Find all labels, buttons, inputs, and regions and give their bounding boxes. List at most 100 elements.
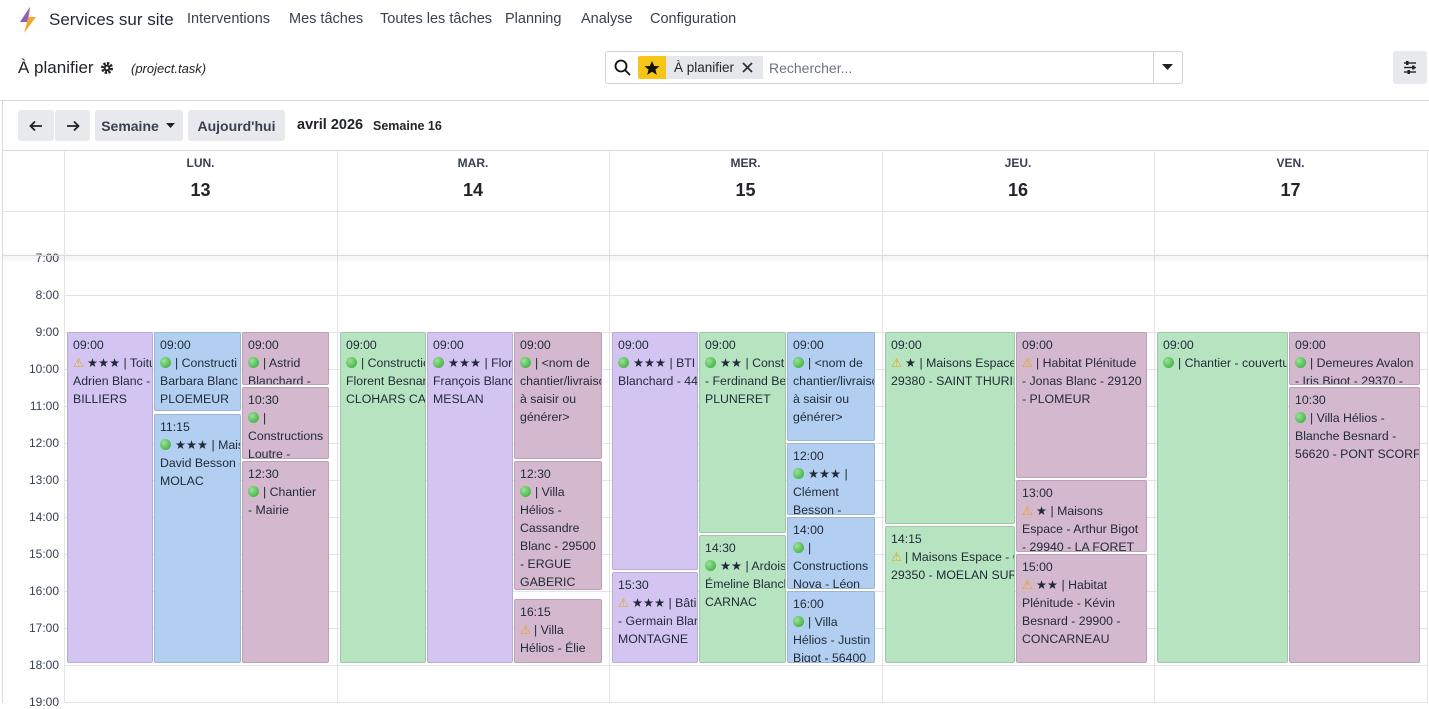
event-icon: ●	[1295, 412, 1306, 423]
event-text: ★ | Maisons Espace	[905, 356, 1014, 370]
settings-button[interactable]	[1393, 51, 1427, 84]
event[interactable]: 09:00 ● | <nom de chantier/livraiso à saisir…	[514, 332, 602, 459]
event-line: ⚠ ★ | Maisons	[1022, 502, 1146, 520]
gutter-line	[64, 150, 65, 703]
event[interactable]: 09:00 ● | Astrid Blanchard -	[242, 332, 329, 385]
event-text: à saisir ou	[520, 392, 577, 406]
event[interactable]: 09:00 ● | Constructio Florent Besnard CLOHAR…	[340, 332, 426, 663]
prev-button[interactable]	[18, 110, 54, 141]
event-time: 16:15	[520, 605, 551, 619]
hour-label: 7:00	[35, 251, 59, 265]
event-icon: ●	[160, 357, 171, 368]
event[interactable]: 12:30 ● | Villa Hélios - Cassandre Blanc - 29…	[514, 461, 602, 590]
hour-label: 8:00	[35, 288, 59, 302]
period-label: avril 2026	[297, 117, 364, 133]
event-text: ★★★ | Toitu	[87, 356, 152, 370]
app-name[interactable]: Services sur site	[49, 10, 174, 29]
event-icon: ●	[793, 542, 804, 553]
menu-item[interactable]: Toutes les tâches	[380, 11, 493, 27]
event[interactable]: 10:30 ● | Villa Hélios - Blanche Besnard - 5…	[1289, 387, 1420, 663]
next-button[interactable]	[55, 110, 90, 141]
event[interactable]: 12:30 ● | Chantier - Mairie	[242, 461, 329, 663]
event-text: | Chantier - couvertu	[1178, 356, 1287, 370]
event[interactable]: 09:00 ● ★★ | Const - Ferdinand Bes PLUNERET	[699, 332, 786, 533]
event-line: Blanchard - 448	[618, 372, 697, 390]
event-text: |	[263, 411, 267, 425]
event-line: ● ★★★ |	[793, 465, 874, 483]
app-logo[interactable]	[16, 6, 40, 34]
event-line: ● | <nom de	[793, 354, 874, 372]
event-time: 09:00	[1022, 338, 1053, 352]
event[interactable]: 09:00 ● ★★★ | Flori François Blanc - MESLAN	[427, 332, 513, 663]
event[interactable]: 09:00 ● | <nom de chantier/livraiso à saisir…	[787, 332, 875, 441]
event[interactable]: 15:00 ⚠ ★★ | Habitat Plénitude - Kévin Besna…	[1016, 554, 1147, 663]
day-name: LUN.	[186, 156, 215, 170]
day-date: 16	[1007, 180, 1029, 200]
event[interactable]: 14:30 ● ★★ | Ardois Émeline Blancha CARNAC	[699, 535, 786, 663]
event[interactable]: 09:00 ● | Chantier - couvertu	[1157, 332, 1288, 663]
event[interactable]: 14:15 ⚠ | Maisons Espace - G 29350 - MOELAN…	[885, 526, 1015, 663]
event[interactable]: 11:15 ● ★★★ | Mais David Besson - MOLAC	[154, 414, 241, 663]
event-line: Hélios - Élie	[520, 639, 601, 657]
day-date: 15	[735, 180, 756, 200]
event[interactable]: 09:00 ● ★★★ | BTI B Blanchard - 448	[612, 332, 698, 570]
event[interactable]: 09:00 ⚠ | Habitat Plénitude - Jonas Blanc -…	[1016, 332, 1147, 478]
event[interactable]: 12:00 ● ★★★ | Clément Besson -	[787, 443, 875, 515]
menu-item[interactable]: Analyse	[581, 11, 633, 27]
event-time: 14:30	[705, 541, 736, 555]
today-button[interactable]: Aujourd'hui	[188, 110, 285, 141]
event-text: générer>	[793, 410, 843, 424]
search-box[interactable]	[605, 51, 1183, 84]
menu-item[interactable]: Interventions	[187, 11, 271, 27]
event-text: ★★★ | Bâtir	[632, 596, 697, 610]
facet-remove[interactable]	[742, 62, 753, 73]
event-line: ● | Constructi	[160, 354, 240, 372]
event-line: PLUNERET	[705, 390, 785, 408]
event-text: | Villa Hélios -	[1310, 411, 1385, 425]
event[interactable]: 09:00 ⚠ ★ | Maisons Espace 29380 - SAINT TH…	[885, 332, 1015, 524]
event-text: ★★ | Habitat	[1036, 578, 1108, 592]
event[interactable]: 09:00 ● | Demeures Avalon - Iris Bigot - 29…	[1289, 332, 1420, 385]
event-line: à saisir ou	[520, 390, 601, 408]
event-line: - Iris Bigot - 29370 -	[1295, 372, 1419, 384]
hour-label: 9:00	[35, 325, 59, 339]
event-icon: ●	[793, 616, 804, 627]
allday-shadow	[2, 255, 1429, 256]
frame-line	[2, 100, 3, 703]
event-time: 09:00	[73, 338, 104, 352]
scale-button[interactable]: Semaine	[95, 110, 183, 141]
search-toggle[interactable]	[1162, 64, 1173, 71]
event-time: 15:00	[1022, 560, 1053, 574]
menu-item[interactable]: Planning	[505, 11, 562, 27]
event-line: chantier/livraiso	[793, 372, 874, 390]
event-text: | <nom de	[535, 356, 590, 370]
search-facet[interactable]: À planifier	[666, 56, 763, 79]
event[interactable]: 16:15 ⚠ | Villa Hélios - Élie	[514, 599, 602, 663]
gear-icon[interactable]	[100, 61, 114, 75]
menu-item[interactable]: Configuration	[650, 11, 737, 27]
event-icon: ●	[248, 412, 259, 423]
event[interactable]: 15:30 ⚠★★★ | Bâtir - Germain Blanc MONTAGNE	[612, 572, 698, 663]
event-line: - Germain Blanc	[618, 612, 697, 630]
event[interactable]: 09:00 ⚠ ★★★ | Toitu Adrien Blanc - 5 BILLIER…	[67, 332, 153, 663]
search-placeholder[interactable]: Rechercher...	[769, 60, 853, 76]
event-time: 09:00	[793, 338, 824, 352]
event-icon: ⚠	[618, 596, 630, 610]
event-time: 09:00	[705, 338, 736, 352]
event-text: - ERGUE	[520, 557, 572, 571]
event[interactable]: 13:00 ⚠ ★ | Maisons Espace - Arthur Bigot - …	[1016, 480, 1147, 552]
event-icon: ⚠	[1022, 504, 1034, 518]
event[interactable]: 09:00 ● | Constructi Barbara Blanc - PLOEMEU…	[154, 332, 241, 411]
event-time: 14:15	[891, 532, 922, 546]
event-text: Barbara Blanc -	[160, 374, 240, 388]
scale-label: Semaine	[101, 117, 159, 134]
event[interactable]: 16:00 ● | Villa Hélios - Justin Bigot - 5640…	[787, 591, 875, 663]
menu-item[interactable]: Mes tâches	[289, 11, 364, 27]
event-text: Plénitude - Kévin	[1022, 596, 1115, 610]
hour-label: 11:00	[29, 399, 59, 413]
event-line: ● ★★★ | BTI B	[618, 354, 697, 372]
event-time: 09:00	[346, 338, 377, 352]
